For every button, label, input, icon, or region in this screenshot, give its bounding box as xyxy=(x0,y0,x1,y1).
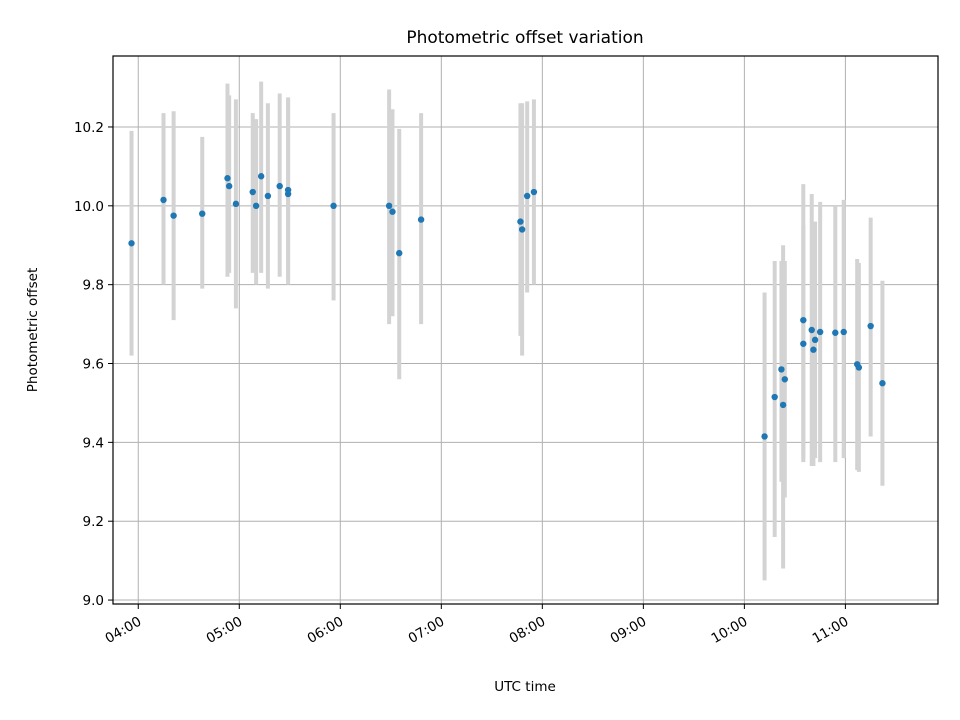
y-tick-label: 9.4 xyxy=(83,435,104,451)
data-point xyxy=(385,202,393,210)
data-point xyxy=(530,188,538,196)
data-point xyxy=(276,182,283,190)
data-point xyxy=(816,328,824,336)
data-point xyxy=(761,433,768,440)
data-point xyxy=(284,186,292,194)
data-point xyxy=(771,393,778,401)
data-point xyxy=(800,316,807,324)
data-point xyxy=(800,340,807,347)
y-tick-label: 9.6 xyxy=(83,357,104,373)
data-point xyxy=(417,216,425,223)
data-point xyxy=(264,192,272,200)
x-axis-ticks: 04:00 05:00 06:00 07:00 08:00 09:00 10:00 11:00 xyxy=(103,604,852,647)
data-point xyxy=(160,196,167,204)
data-point xyxy=(225,182,233,190)
data-point xyxy=(523,192,531,200)
x-tick-label: 05:00 xyxy=(204,614,246,647)
data-point xyxy=(808,326,815,334)
data-point xyxy=(252,202,260,210)
x-tick-label: 06:00 xyxy=(305,614,347,647)
data-point xyxy=(840,328,847,336)
data-point xyxy=(811,336,819,344)
y-tick-label: 10.0 xyxy=(74,199,104,215)
x-tick-label: 07:00 xyxy=(406,614,448,647)
data-point xyxy=(778,366,785,373)
x-tick-label: 09:00 xyxy=(608,614,650,647)
y-tick-label: 9.2 xyxy=(83,514,104,530)
y-tick-label: 9.0 xyxy=(83,593,104,609)
y-axis-ticks: 9.0 9.2 9.4 9.6 9.8 10.0 10.2 xyxy=(74,120,113,609)
data-point xyxy=(832,329,839,336)
y-axis-label: Photometric offset xyxy=(25,268,41,392)
data-point xyxy=(518,226,526,233)
y-tick-label: 9.8 xyxy=(83,278,104,294)
error-bars xyxy=(129,81,885,581)
data-point xyxy=(249,188,256,196)
x-tick-label: 04:00 xyxy=(103,614,145,647)
data-point xyxy=(867,322,874,330)
data-point xyxy=(879,380,886,387)
data-point xyxy=(389,208,396,215)
data-point xyxy=(330,202,337,210)
data-points xyxy=(128,173,886,440)
data-point xyxy=(128,240,135,247)
y-tick-label: 10.2 xyxy=(74,120,104,136)
data-point xyxy=(779,401,787,409)
x-tick-label: 11:00 xyxy=(810,614,852,647)
data-point xyxy=(517,218,524,225)
data-point xyxy=(232,200,240,208)
plot-frame xyxy=(112,55,939,605)
data-point xyxy=(855,364,863,371)
chart-title: Photometric offset variation xyxy=(406,28,643,48)
data-point xyxy=(224,175,231,182)
data-point xyxy=(781,376,788,383)
x-axis-label: UTC time xyxy=(494,679,556,695)
data-point xyxy=(396,249,403,257)
data-point xyxy=(257,173,265,180)
x-tick-label: 08:00 xyxy=(507,614,549,647)
data-point xyxy=(810,346,817,353)
x-tick-label: 10:00 xyxy=(709,614,751,647)
data-point xyxy=(170,212,177,219)
data-point xyxy=(199,210,206,217)
